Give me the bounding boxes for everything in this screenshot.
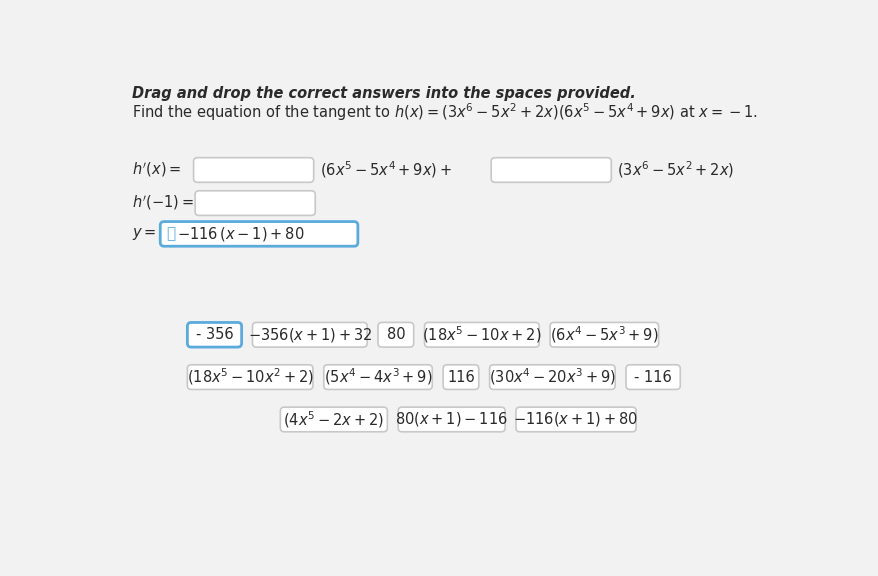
- FancyBboxPatch shape: [398, 407, 505, 432]
- FancyBboxPatch shape: [550, 323, 658, 347]
- FancyBboxPatch shape: [378, 323, 414, 347]
- FancyBboxPatch shape: [489, 365, 615, 389]
- FancyBboxPatch shape: [515, 407, 636, 432]
- FancyBboxPatch shape: [280, 407, 387, 432]
- Text: $-116\left(x+1\right)+80$: $-116\left(x+1\right)+80$: [513, 411, 638, 429]
- Text: $\left(5x^4-4x^3+9\right)$: $\left(5x^4-4x^3+9\right)$: [323, 367, 432, 388]
- Text: $h'(-1) =$: $h'(-1) =$: [132, 194, 193, 213]
- FancyBboxPatch shape: [195, 191, 315, 215]
- Text: $(6x^5-5x^4+9x)+$: $(6x^5-5x^4+9x)+$: [320, 160, 451, 180]
- Text: $- 356 \left(x+1\right)+32$: $- 356 \left(x+1\right)+32$: [248, 326, 371, 344]
- FancyBboxPatch shape: [625, 365, 680, 389]
- Text: Drag and drop the correct answers into the spaces provided.: Drag and drop the correct answers into t…: [132, 86, 635, 101]
- Text: $(3x^6-5x^2+2x)$: $(3x^6-5x^2+2x)$: [617, 160, 734, 180]
- FancyBboxPatch shape: [193, 158, 313, 183]
- Text: $\left(4x^5-2x+2\right)$: $\left(4x^5-2x+2\right)$: [283, 409, 384, 430]
- FancyBboxPatch shape: [252, 323, 367, 347]
- Text: $\left(30x^4-20x^3+9\right)$: $\left(30x^4-20x^3+9\right)$: [488, 367, 615, 388]
- Text: $\left(18x^5-10x^2+2\right)$: $\left(18x^5-10x^2+2\right)$: [186, 367, 313, 388]
- Text: 116: 116: [447, 370, 474, 385]
- FancyBboxPatch shape: [187, 365, 313, 389]
- Text: ⥇: ⥇: [166, 226, 176, 241]
- FancyBboxPatch shape: [443, 365, 479, 389]
- FancyBboxPatch shape: [323, 365, 432, 389]
- Text: $80\left(x+1\right)-116$: $80\left(x+1\right)-116$: [395, 411, 507, 429]
- Text: - 356: - 356: [196, 327, 233, 342]
- FancyBboxPatch shape: [491, 158, 610, 183]
- FancyBboxPatch shape: [424, 323, 538, 347]
- Text: $y =$: $y =$: [132, 226, 156, 242]
- Text: 80: 80: [386, 327, 405, 342]
- Text: $\left(18x^5-10x+2\right)$: $\left(18x^5-10x+2\right)$: [421, 324, 541, 345]
- Text: $h'(x) =$: $h'(x) =$: [132, 161, 181, 179]
- Text: - 116: - 116: [634, 370, 672, 385]
- Text: Find the equation of the tangent to $h(x)=(3x^6-5x^2+2x)(6x^5-5x^4+9x)$ at $x=-1: Find the equation of the tangent to $h(x…: [132, 101, 756, 123]
- Text: $\left(6x^4-5x^3+9\right)$: $\left(6x^4-5x^3+9\right)$: [550, 324, 658, 345]
- FancyBboxPatch shape: [187, 323, 241, 347]
- FancyBboxPatch shape: [160, 222, 357, 246]
- Text: $-116\,(x-1)+80$: $-116\,(x-1)+80$: [177, 225, 305, 243]
